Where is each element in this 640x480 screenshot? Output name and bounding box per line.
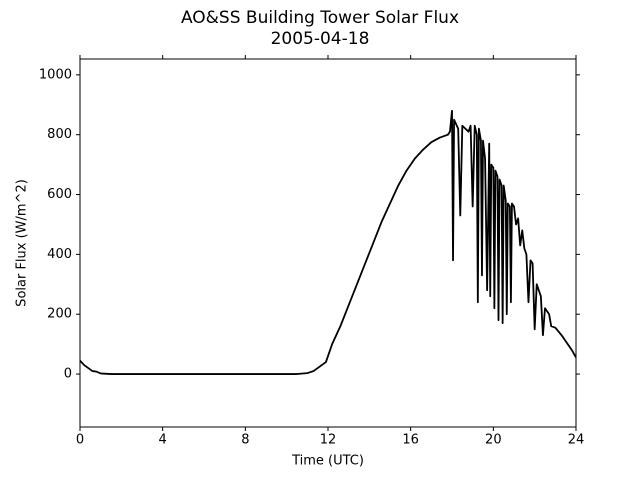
y-tick-label: 600	[47, 187, 72, 202]
chart-subtitle: 2005-04-18	[271, 29, 370, 49]
x-tick-label: 0	[76, 433, 84, 448]
x-tick-label: 20	[485, 433, 502, 448]
data-line	[79, 109, 577, 375]
chart-title: AO&SS Building Tower Solar Flux	[181, 8, 459, 28]
y-tick-label: 1000	[39, 67, 72, 82]
x-tick-label: 16	[402, 433, 419, 448]
y-tick-label: 0	[64, 367, 72, 382]
y-tick-label: 800	[47, 127, 72, 142]
x-tick-label: 24	[568, 433, 585, 448]
x-tick-label: 12	[320, 433, 337, 448]
y-axis-label: Solar Flux (W/m^2)	[15, 179, 30, 307]
y-tick-label: 400	[47, 247, 72, 262]
y-tick-label: 200	[47, 307, 72, 322]
x-axis-label: Time (UTC)	[291, 454, 364, 469]
x-tick-label: 4	[159, 433, 167, 448]
x-tick-label: 8	[241, 433, 249, 448]
